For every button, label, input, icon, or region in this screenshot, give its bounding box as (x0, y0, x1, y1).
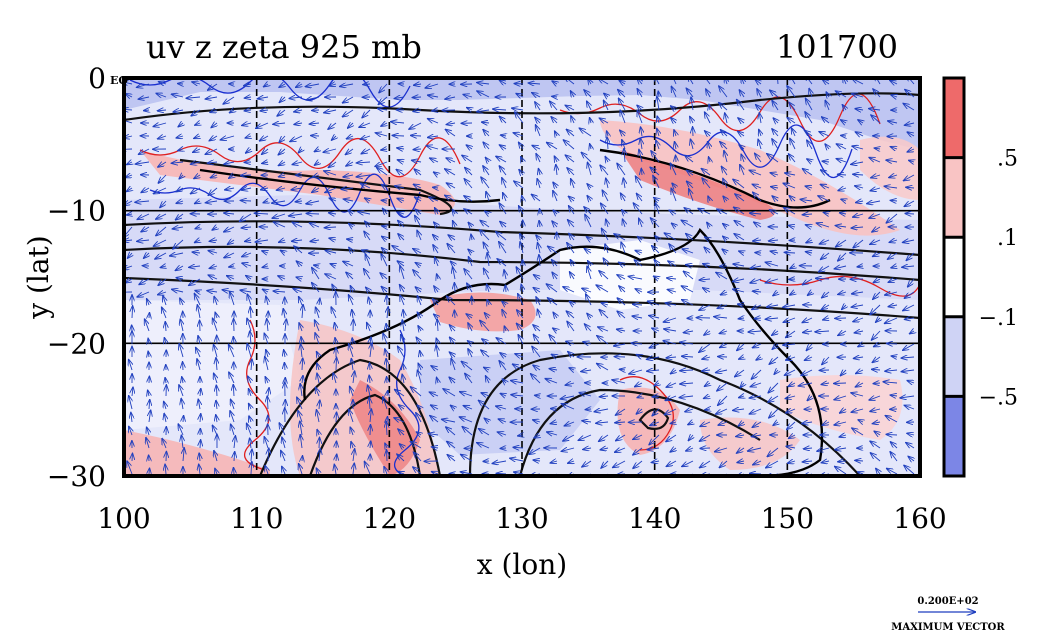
wind-vector (306, 213, 319, 214)
wind-vector (454, 310, 455, 318)
x-axis-label: x (lon) (477, 548, 567, 581)
wind-vector (505, 285, 506, 292)
x-tick-label: 120 (363, 502, 416, 535)
wind-vector (319, 438, 320, 448)
wind-vector (454, 283, 455, 292)
colorbar-bin (944, 158, 964, 238)
wind-vector (585, 409, 591, 410)
wind-vector (886, 434, 897, 435)
vector-key-caption: MAXIMUM VECTOR (891, 622, 1005, 633)
wind-vector (392, 135, 404, 136)
wind-vector (411, 135, 421, 136)
x-axis-ticks: 100 110 120 130 140 150 160 (97, 502, 946, 535)
y-axis-ticks: 0 −10 −20 −30 (47, 62, 106, 493)
wind-vector (887, 343, 897, 344)
x-tick-label: 100 (97, 502, 150, 535)
wind-vector (149, 468, 150, 474)
x-tick-label: 130 (495, 502, 548, 535)
y-tick-label: −30 (47, 460, 106, 493)
colorbar-bin (944, 317, 964, 397)
corner-label: EQ (110, 74, 128, 87)
wind-vector (336, 412, 337, 422)
wind-vector (873, 383, 880, 384)
colorbar-label: −.5 (979, 385, 1018, 410)
y-tick-label: −10 (47, 195, 106, 228)
colorbar-bin (944, 237, 964, 317)
wind-vector (841, 135, 846, 136)
wind-vector (514, 83, 523, 84)
wind-vector (336, 358, 337, 370)
wind-vector (413, 149, 421, 150)
y-tick-label: 0 (88, 62, 106, 95)
wind-vector (872, 369, 880, 370)
x-tick-label: 160 (893, 502, 946, 535)
colorbar: .5 .1 −.1 −.5 (944, 78, 1018, 476)
chart-title: uv z zeta 925 mb (146, 28, 422, 66)
vector-key: 0.200E+02 MAXIMUM VECTOR (891, 596, 1005, 633)
wind-vector (233, 468, 234, 474)
colorbar-label: .5 (997, 147, 1018, 172)
wind-vector (785, 252, 795, 253)
x-tick-label: 140 (628, 502, 681, 535)
wind-vector (132, 306, 133, 318)
x-tick-label: 110 (230, 502, 283, 535)
wind-vector (522, 260, 523, 266)
wind-vector (905, 213, 914, 214)
wind-vector (855, 460, 863, 461)
colorbar-bin (944, 78, 964, 158)
wind-vector (144, 110, 149, 111)
wind-vector (363, 84, 370, 85)
wind-vector (241, 175, 251, 176)
vector-key-value: 0.200E+02 (917, 596, 978, 607)
wind-vector (496, 473, 506, 474)
wind-vector (552, 96, 557, 97)
wind-vector (284, 363, 285, 370)
y-tick-label: −20 (47, 327, 106, 360)
plot-area (118, 70, 920, 482)
colorbar-label: −.1 (979, 306, 1018, 331)
chart-timestamp: 101700 (776, 28, 898, 66)
x-tick-label: 150 (761, 502, 814, 535)
colorbar-bin (944, 396, 964, 476)
wind-vector (241, 200, 251, 201)
wind-vector (750, 473, 761, 474)
colorbar-label: .1 (997, 226, 1018, 251)
y-axis-label: y (lat) (22, 235, 55, 319)
wind-vector (183, 416, 184, 422)
wind-vector (369, 363, 370, 370)
wind-vector (200, 440, 201, 448)
